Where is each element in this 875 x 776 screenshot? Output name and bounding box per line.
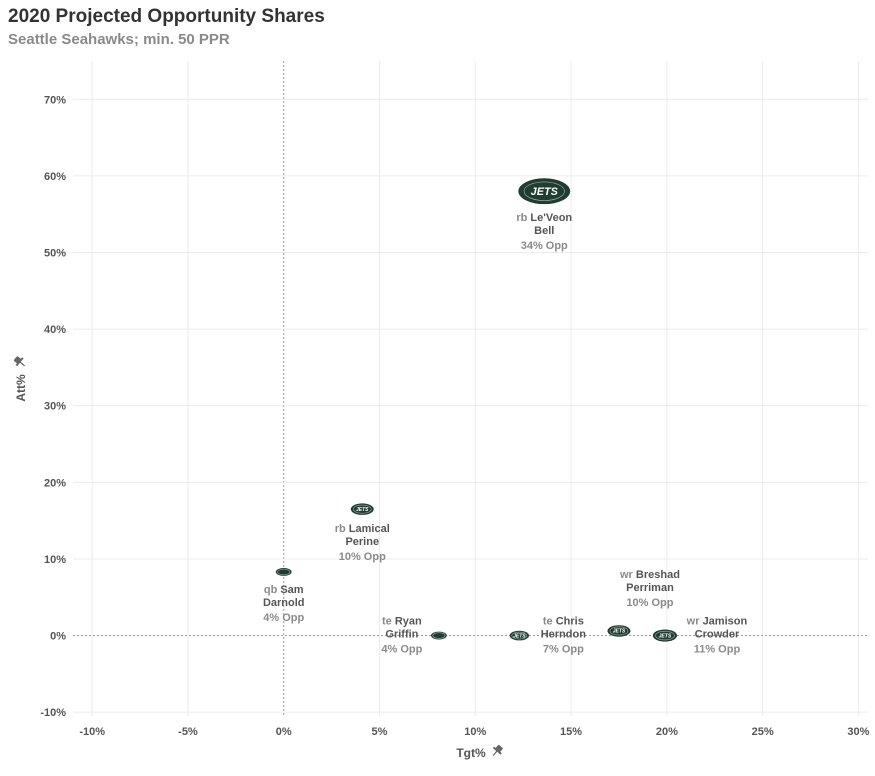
position-text: te [543, 616, 556, 628]
x-axis-title: Tgt% [456, 746, 486, 760]
pin-needle [19, 361, 25, 367]
y-axis-title: Att% [14, 374, 28, 402]
y-tick-label: -10% [40, 707, 66, 719]
x-tick-label: -10% [79, 726, 105, 738]
grid [73, 61, 868, 716]
x-tick-label: -5% [178, 726, 198, 738]
opp-share-text: 34% Opp [521, 240, 568, 252]
y-tick-label: 10% [44, 554, 66, 566]
pin-base [492, 746, 502, 755]
last-name-text: Perine [345, 536, 379, 548]
x-tick-label: 15% [560, 726, 582, 738]
opp-share-text: 10% Opp [626, 597, 673, 609]
position-text: qb [264, 584, 281, 596]
x-tick-label: 10% [464, 726, 486, 738]
last-name-text: Griffin [385, 629, 418, 641]
opp-share-text: 11% Opp [694, 644, 741, 656]
team-logo-marker [430, 631, 447, 640]
data-points: JETS JETS JETS JETS JETS [275, 178, 678, 642]
logo-ellipse [518, 178, 571, 205]
team-logo-marker: JETS [652, 629, 678, 642]
team-logo-marker: JETS [607, 625, 631, 637]
x-tick-label: 20% [656, 726, 678, 738]
position-text: te [382, 616, 395, 628]
y-tick-label: 40% [44, 324, 66, 336]
logo-ring [277, 568, 291, 576]
y-tick-label: 60% [44, 171, 66, 183]
first-name-text: Ryan [395, 616, 422, 628]
x-axis-pin-icon [492, 744, 503, 756]
first-name-text: Breshad [636, 569, 680, 581]
x-axis-ticks: -10% -5% 0% 5% 10% 15% 20% 25% 30% [79, 726, 869, 738]
label-name-line: rb Lamical [335, 523, 390, 535]
last-name-text: Crowder [695, 629, 740, 641]
x-tick-label: 0% [276, 726, 292, 738]
y-tick-label: 20% [44, 477, 66, 489]
first-name-text: Chris [556, 616, 584, 628]
label-name-line: te Ryan [382, 616, 422, 628]
y-tick-label: 70% [44, 94, 66, 106]
logo-text: JETS [513, 633, 526, 639]
first-name-text: Sam [280, 584, 303, 596]
logo-ring [655, 630, 675, 641]
position-text: wr [619, 569, 636, 581]
opp-share-text: 4% Opp [381, 644, 422, 656]
first-name-text: Lamical [349, 523, 390, 535]
logo-text: JETS [613, 629, 626, 635]
logo-ring [352, 504, 372, 514]
team-logo-marker: JETS [509, 630, 530, 641]
first-name-text: Jamison [703, 616, 748, 628]
y-axis-ticks: -10% 0% 10% 20% 30% 40% 50% 60% 70% [40, 94, 66, 719]
position-text: rb [335, 523, 349, 535]
logo-text: JETS [531, 186, 559, 198]
y-tick-label: 0% [50, 631, 66, 643]
last-name-text: Darnold [263, 597, 305, 609]
team-logo-marker [275, 568, 292, 576]
logo-ring [523, 181, 565, 201]
label-name-line: qb Sam [264, 584, 304, 596]
logo-text: JETS [356, 507, 369, 513]
chart-title: 2020 Projected Opportunity Shares [8, 6, 325, 27]
team-logo-marker: JETS [350, 503, 374, 515]
position-text: wr [686, 616, 703, 628]
last-name-text: Bell [534, 225, 554, 237]
y-axis-pin-icon [13, 356, 25, 367]
label-name-line: wr Jamison [686, 616, 748, 628]
logo-text: JETS [659, 633, 672, 639]
first-name-text: Le'Veon [530, 212, 572, 224]
opp-share-text: 7% Opp [543, 644, 584, 656]
logo-ring [511, 631, 528, 640]
last-name-text: Herndon [541, 629, 587, 641]
team-logo-marker: JETS [518, 178, 571, 205]
position-text: rb [516, 212, 530, 224]
last-name-text: Perriman [626, 582, 674, 594]
chart-subtitle: Seattle Seahawks; min. 50 PPR [8, 31, 230, 48]
pin-base [15, 357, 24, 367]
y-tick-label: 30% [44, 401, 66, 413]
logo-ellipse [275, 568, 292, 576]
y-tick-label: 50% [44, 248, 66, 260]
logo-ellipse [430, 631, 447, 640]
logo-ring [432, 632, 446, 639]
x-tick-label: 30% [847, 726, 869, 738]
label-name-line: te Chris [543, 616, 584, 628]
logo-ring [609, 626, 629, 636]
x-tick-label: 25% [752, 726, 774, 738]
opp-share-text: 4% Opp [263, 612, 304, 624]
x-tick-label: 5% [372, 726, 388, 738]
label-name-line: rb Le'Veon [516, 212, 572, 224]
pin-needle [492, 750, 498, 756]
opp-share-text: 10% Opp [339, 551, 386, 563]
label-name-line: wr Breshad [619, 569, 680, 581]
